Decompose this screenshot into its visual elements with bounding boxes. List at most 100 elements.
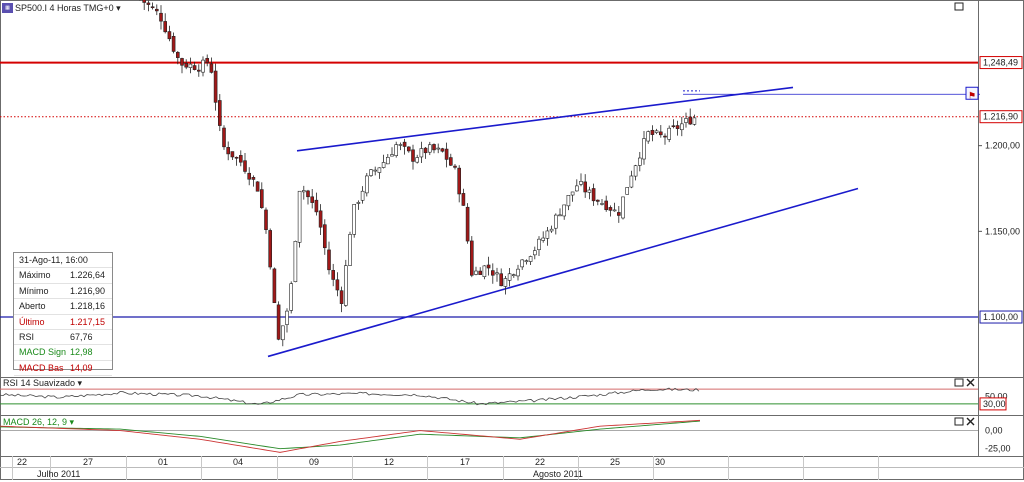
day-label: 17: [460, 457, 470, 467]
candle-body: [155, 8, 159, 12]
candle-body: [503, 278, 508, 287]
candle-body: [171, 36, 176, 52]
day-label: 27: [83, 457, 93, 467]
candle-body: [444, 148, 449, 160]
candle-body: [646, 131, 651, 142]
candle-body: [490, 270, 495, 276]
candle-body: [411, 149, 415, 162]
price-tag-label: 1.100,00: [983, 312, 1018, 322]
info-label: Aberto: [19, 301, 46, 312]
alert-icon: [965, 86, 979, 100]
panel-maximize-icon: [954, 417, 964, 426]
candle-body: [591, 188, 596, 202]
candle-body: [499, 273, 504, 287]
candle-body: [629, 175, 634, 188]
candle-body: [213, 70, 218, 103]
candle-body: [461, 193, 466, 206]
candle-body: [293, 241, 298, 283]
candle-body: [180, 58, 184, 66]
candle-body: [520, 259, 525, 268]
rsi-value-tag: [979, 397, 1007, 411]
candle-body: [318, 210, 323, 228]
day-label: 09: [309, 457, 319, 467]
candle-body: [486, 264, 491, 269]
panel-close-icon: [966, 378, 975, 387]
candle-body: [528, 256, 533, 262]
day-label: 25: [610, 457, 620, 467]
day-label: 01: [158, 457, 168, 467]
candle-body: [448, 157, 453, 166]
candle-body: [280, 325, 285, 341]
price-tag-label: 1.216,90: [983, 112, 1018, 122]
candle-body: [524, 260, 529, 263]
candle-body: [142, 0, 146, 3]
candle-body: [465, 206, 470, 242]
info-row: 31-Ago-11, 16:00: [14, 253, 112, 269]
price-tag-box: [979, 110, 1023, 124]
info-row: MACD Sign 12,98: [14, 345, 112, 361]
info-row: Máximo 1.226,64: [14, 268, 112, 284]
candle-body: [612, 209, 617, 212]
macd-title: MACD 26, 12, 9 ▾: [3, 417, 75, 427]
candle-body: [667, 127, 672, 140]
candle-body: [583, 181, 588, 193]
candle-body: [419, 148, 424, 158]
candle-body: [663, 135, 667, 138]
info-value: 12,98: [70, 347, 93, 358]
candle-body: [234, 156, 239, 159]
candle-body: [474, 270, 478, 275]
candle-body: [360, 190, 365, 201]
candle-body: [541, 237, 546, 241]
candle-body: [310, 196, 315, 203]
candle-body: [289, 283, 294, 311]
info-row: RSI 67,76: [14, 330, 112, 346]
symbol-header[interactable]: ▦ SP500.I 4 Horas TMG+0 ▾: [2, 2, 121, 14]
candle-body: [239, 155, 243, 163]
price-tag-box: [979, 310, 1023, 324]
info-value: 14,09: [70, 362, 93, 373]
candle-body: [469, 240, 474, 276]
info-row: Aberto 1.218,16: [14, 299, 112, 315]
candle-body: [390, 154, 394, 157]
candle-body: [545, 230, 550, 239]
candle-body: [243, 160, 247, 172]
candle-body: [600, 203, 604, 205]
ohlc-info-panel: 31-Ago-11, 16:00 Máximo 1.226,64 Mínimo 1.21…: [13, 252, 113, 377]
candle-body: [436, 147, 441, 150]
candle-body: [297, 190, 302, 243]
candle-body: [574, 185, 579, 192]
candle-body: [218, 100, 222, 126]
info-row: Último 1.217,15: [14, 315, 112, 330]
candle-body: [373, 169, 378, 172]
candle-body: [642, 138, 646, 160]
candle-body: [159, 12, 163, 22]
info-label: Máximo: [19, 270, 51, 281]
candle-body: [327, 249, 331, 271]
candle-body: [381, 162, 386, 168]
candle-body: [230, 151, 235, 158]
candle-body: [356, 202, 361, 204]
candle-body: [331, 270, 336, 280]
candle-body: [222, 127, 226, 148]
candle-body: [516, 268, 520, 277]
candle-body: [146, 2, 151, 5]
candle-body: [558, 214, 562, 217]
candle-body: [579, 181, 583, 185]
candle-body: [415, 157, 420, 163]
candle-body: [604, 200, 609, 211]
candle-body: [671, 125, 676, 128]
candle-body: [322, 224, 327, 249]
candle-body: [457, 167, 462, 195]
month-label: Agosto 2011: [533, 469, 583, 479]
candle-body: [478, 270, 483, 275]
candle-body: [369, 169, 373, 176]
day-label: 30: [655, 457, 665, 467]
candle-body: [608, 207, 613, 211]
candle-body: [549, 228, 554, 232]
candle-body: [675, 125, 680, 129]
price-tag-label: 1,248,49: [983, 58, 1018, 68]
candle-body: [285, 310, 289, 325]
